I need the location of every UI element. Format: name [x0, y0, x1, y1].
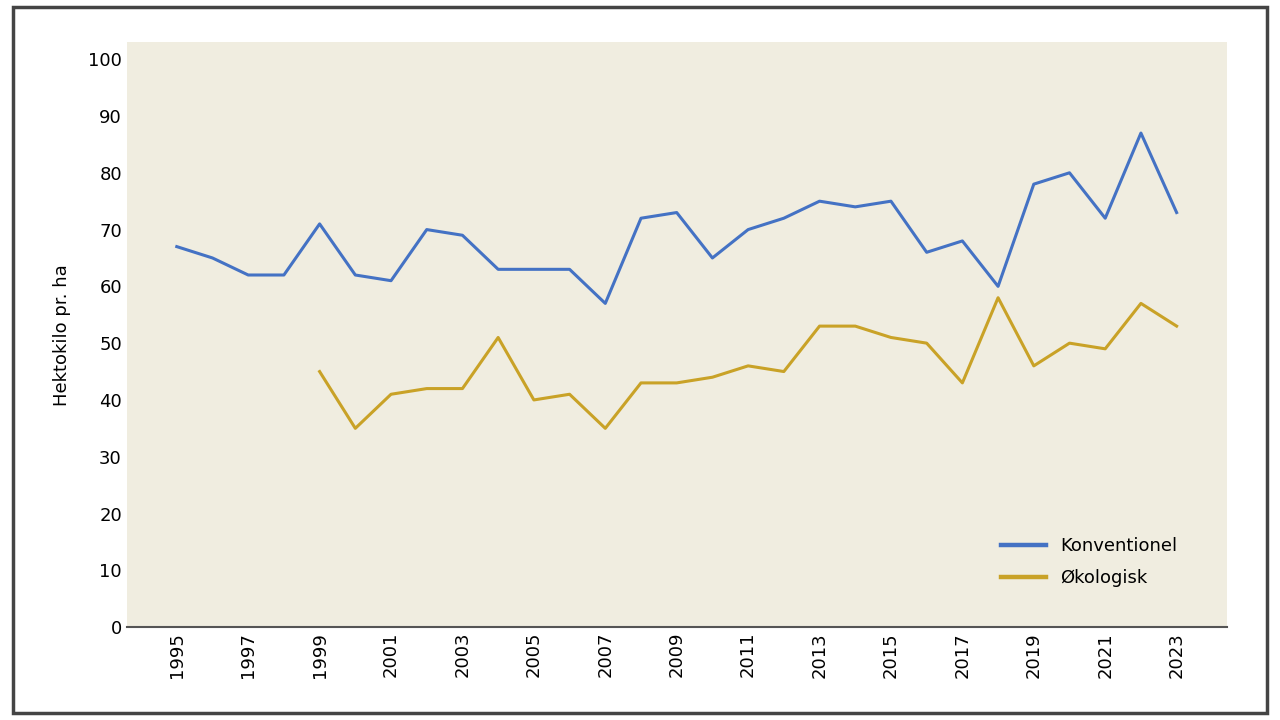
Legend: Konventionel, Økologisk: Konventionel, Økologisk [993, 530, 1184, 595]
Y-axis label: Hektokilo pr. ha: Hektokilo pr. ha [54, 264, 72, 405]
